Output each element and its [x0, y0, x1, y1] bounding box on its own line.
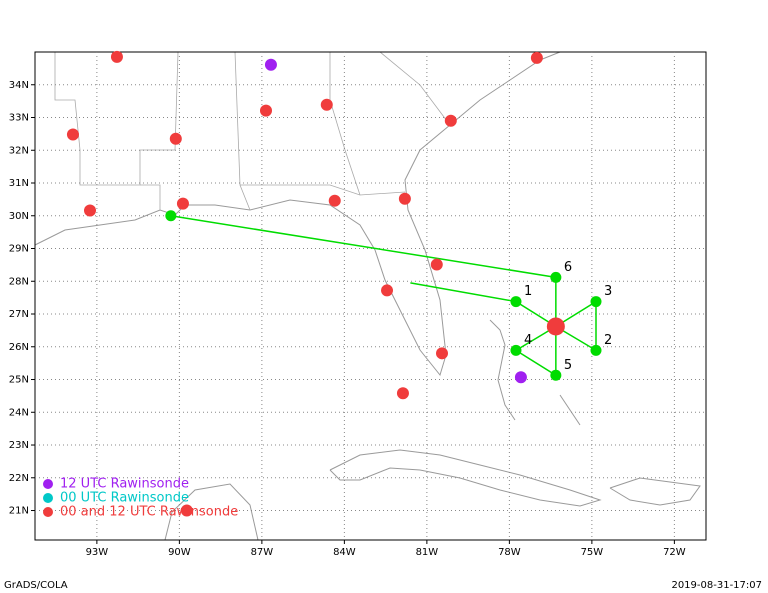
x-tick-label: 72W: [663, 547, 686, 558]
bahamas: [489, 319, 516, 421]
dropsonde-marker: [590, 296, 602, 308]
x-tick-label: 90W: [168, 547, 191, 558]
state-border: [140, 184, 161, 210]
y-tick-label: 26N: [9, 342, 29, 353]
legend-label: 12 UTC Rawinsonde: [60, 477, 189, 492]
rawinsonde-marker: [180, 504, 193, 517]
dropsonde-label: 3: [604, 284, 612, 299]
x-tick-label: 78W: [498, 547, 521, 558]
y-tick-label: 29N: [9, 244, 29, 255]
y-tick-label: 24N: [9, 407, 29, 418]
rawinsonde-marker: [110, 50, 123, 63]
y-tick-label: 33N: [9, 113, 29, 124]
legend-label: 00 and 12 UTC Rawinsonde: [60, 505, 238, 520]
footer-right: 2019-08-31-17:07: [671, 580, 762, 591]
rawinsonde-marker: [381, 284, 393, 297]
legend-marker: [43, 493, 53, 503]
y-tick-label: 25N: [9, 375, 29, 386]
dropsonde-marker: [550, 369, 562, 381]
coastlines: [34, 51, 701, 541]
dropsonde-marker: [510, 296, 522, 308]
rawinsonde-marker: [169, 132, 182, 145]
y-tick-label: 30N: [9, 211, 29, 222]
state-border: [329, 52, 361, 196]
x-tick-label: 87W: [251, 547, 274, 558]
rawinsonde-marker: [436, 347, 448, 360]
state-border: [379, 51, 451, 126]
legend-marker: [43, 479, 53, 489]
state-border: [54, 51, 179, 186]
x-tick-label: 84W: [333, 547, 356, 558]
dropsonde-label: 6: [564, 260, 572, 275]
rawinsonde-marker: [430, 258, 443, 271]
dropsonde-label: 2: [604, 333, 612, 348]
legend-marker: [43, 507, 53, 517]
rawinsonde-marker: [264, 58, 277, 71]
dropsonde-label: 5: [564, 358, 572, 373]
rawinsonde-marker: [66, 128, 79, 141]
state-border: [240, 184, 406, 196]
rawinsonde-marker: [320, 98, 333, 111]
rawinsonde-marker: [328, 194, 341, 207]
rawinsonde-marker: [514, 371, 527, 384]
y-tick-label: 32N: [9, 145, 29, 156]
dropsonde-marker: [550, 271, 562, 283]
flight-track: [170, 215, 556, 279]
x-tick-label: 81W: [416, 547, 439, 558]
x-tick-label: 75W: [581, 547, 604, 558]
rawinsonde-marker: [444, 114, 457, 127]
rawinsonde-marker: [84, 204, 96, 217]
storm-center: [546, 317, 565, 336]
cuba: [329, 449, 602, 507]
state-border: [234, 51, 251, 211]
y-tick-label: 31N: [9, 178, 29, 189]
y-tick-label: 21N: [9, 506, 29, 517]
hispaniola: [609, 477, 701, 506]
dropsonde-label: 4: [524, 333, 532, 348]
dropsonde-marker: [590, 344, 602, 356]
bahamas-east: [559, 394, 581, 426]
us-coast: [34, 51, 561, 377]
y-tick-label: 27N: [9, 309, 29, 320]
rawinsonde-marker: [260, 104, 272, 117]
rawinsonde-marker: [176, 197, 189, 210]
rawinsonde-marker: [398, 192, 411, 205]
y-tick-label: 22N: [9, 473, 29, 484]
footer-left: GrADS/COLA: [4, 580, 68, 591]
rawinsonde-marker: [530, 51, 543, 64]
x-tick-label: 93W: [86, 547, 109, 558]
extra-point: [165, 210, 177, 222]
legend-label: 00 UTC Rawinsonde: [60, 491, 189, 506]
dropsonde-label: 1: [524, 284, 532, 299]
y-tick-label: 23N: [9, 440, 29, 451]
y-tick-label: 34N: [9, 80, 29, 91]
dropsonde-marker: [510, 344, 522, 356]
y-tick-label: 28N: [9, 276, 29, 287]
rawinsonde-marker: [396, 387, 409, 400]
plot-frame: [34, 51, 707, 541]
